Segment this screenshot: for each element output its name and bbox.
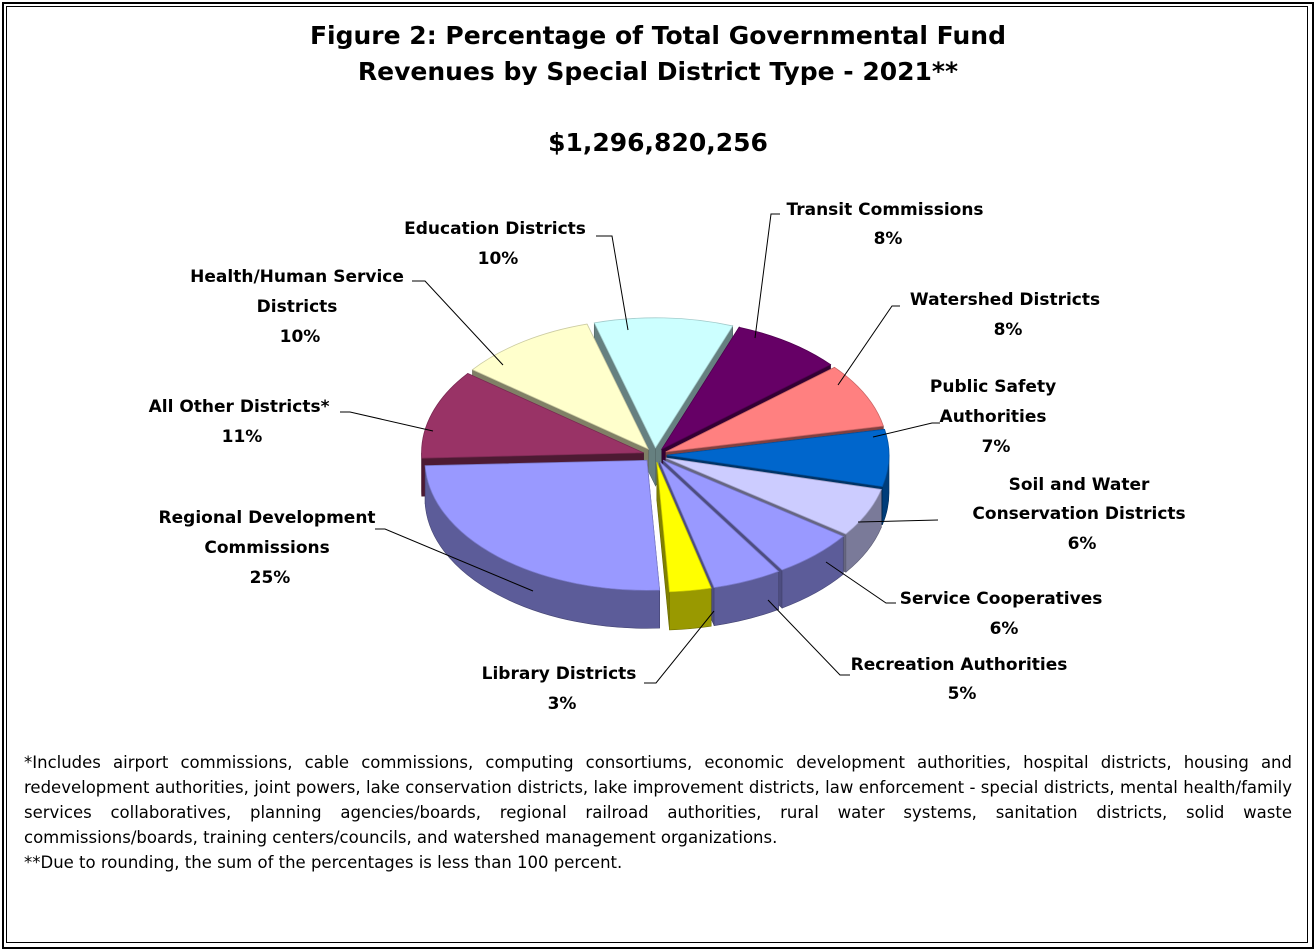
label-recreation-name: Recreation Authorities: [851, 655, 1068, 675]
slice-1-top: [660, 326, 832, 451]
label-all-other-pct: 11%: [222, 427, 263, 447]
label-public-safety: Public Safety Authorities 7%: [930, 377, 1062, 457]
label-library: Library Districts 3%: [482, 664, 643, 714]
pie-chart: Education Districts 10% Transit Commissi…: [149, 200, 1191, 714]
slice-8-top: [424, 459, 661, 591]
slice-3-top: [666, 428, 890, 488]
label-transit-pct: 8%: [874, 229, 903, 249]
label-recreation: Recreation Authorities 5%: [851, 655, 1074, 704]
inner-border: [6, 6, 1308, 943]
label-education-name: Education Districts: [404, 219, 586, 239]
label-regional-name-1: Regional Development: [159, 508, 376, 528]
slice-10-top: [471, 323, 650, 450]
pie-slices: [421, 317, 890, 631]
label-recreation-pct: 5%: [948, 684, 977, 704]
label-service-coop-pct: 6%: [990, 619, 1019, 639]
leader-recreation: [767, 599, 850, 676]
label-transit: Transit Commissions 8%: [787, 200, 990, 249]
leader-health: [412, 280, 504, 366]
label-public-safety-name-2: Authorities: [940, 407, 1047, 427]
label-all-other-name: All Other Districts*: [149, 397, 330, 417]
slice-7-top: [656, 461, 712, 593]
label-soil-water-name-2: Conservation Districts: [972, 504, 1185, 524]
leader-regional: [375, 528, 534, 592]
chart-title: Figure 2: Percentage of Total Government…: [0, 18, 1316, 90]
label-education-pct: 10%: [478, 249, 519, 269]
footnote-includes: *Includes airport commissions, cable com…: [24, 753, 1292, 847]
label-public-safety-pct: 7%: [982, 437, 1011, 457]
label-watershed: Watershed Districts 8%: [910, 290, 1106, 340]
label-soil-water-name-1: Soil and Water: [1009, 475, 1150, 495]
label-soil-water-pct: 6%: [1068, 534, 1097, 554]
chart-title-line-2: Revenues by Special District Type - 2021…: [357, 57, 959, 86]
leader-watershed: [837, 305, 900, 386]
leader-transit: [754, 213, 780, 339]
label-transit-name: Transit Commissions: [787, 200, 984, 220]
leader-lines: [340, 213, 940, 684]
leader-library: [644, 610, 715, 684]
slice-2-top: [665, 366, 884, 453]
slice-5-top: [662, 459, 845, 571]
chart-subtitle-total: $1,296,820,256: [548, 128, 768, 157]
label-service-coop-name: Service Cooperatives: [900, 589, 1103, 609]
leader-soil-water: [857, 519, 939, 523]
slice-6-top: [659, 461, 780, 589]
label-health: Health/Human Service Districts 10%: [190, 267, 410, 347]
slice-0-top: [593, 317, 734, 449]
label-regional-name-2: Commissions: [204, 538, 329, 558]
label-library-pct: 3%: [548, 694, 577, 714]
label-health-name-1: Health/Human Service: [190, 267, 404, 287]
label-service-coop: Service Cooperatives 6%: [900, 589, 1109, 639]
slice-7-side: [669, 587, 712, 631]
label-library-name: Library Districts: [482, 664, 637, 684]
chart-title-line-1: Figure 2: Percentage of Total Government…: [309, 21, 1007, 50]
label-regional-pct: 25%: [250, 568, 291, 588]
slice-9-top: [421, 372, 644, 459]
footnotes: *Includes airport commissions, cable com…: [24, 750, 1292, 875]
label-health-pct: 10%: [280, 327, 321, 347]
leader-education: [596, 235, 629, 331]
leader-all-other: [340, 411, 434, 432]
leader-service-coop: [825, 561, 896, 604]
label-watershed-name: Watershed Districts: [910, 290, 1100, 310]
label-watershed-pct: 8%: [994, 320, 1023, 340]
label-all-other: All Other Districts* 11%: [149, 397, 336, 447]
footnote-rounding: **Due to rounding, the sum of the percen…: [24, 853, 623, 872]
leader-public-safety: [872, 422, 940, 438]
label-public-safety-name-1: Public Safety: [930, 377, 1056, 397]
label-regional: Regional Development Commissions 25%: [159, 508, 382, 588]
slice-4-top: [665, 457, 882, 535]
label-soil-water: Soil and Water Conservation Districts 6%: [972, 475, 1191, 554]
label-education: Education Districts 10%: [404, 219, 592, 269]
label-health-name-2: Districts: [257, 297, 338, 317]
